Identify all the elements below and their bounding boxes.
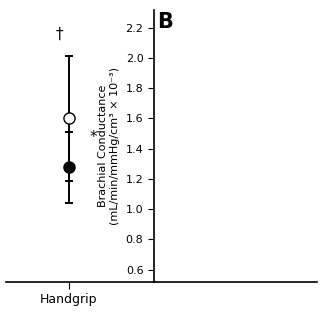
Text: †: †: [56, 27, 63, 42]
Text: B: B: [157, 12, 173, 32]
Text: *: *: [90, 130, 98, 145]
Y-axis label: Brachial Conductance
(mL/min/mmHg/cm³ × 10⁻³): Brachial Conductance (mL/min/mmHg/cm³ × …: [98, 67, 120, 225]
